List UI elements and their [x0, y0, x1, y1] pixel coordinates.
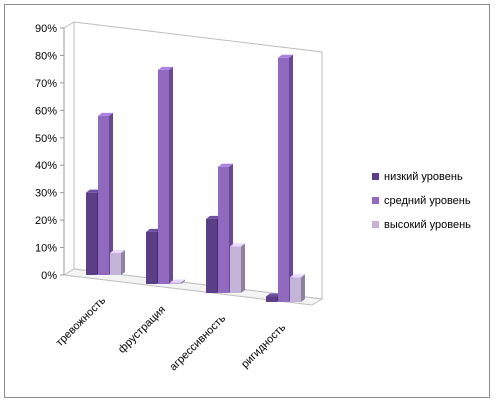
- y-tick-label: 40%: [35, 160, 57, 172]
- y-axis-depth-edge: [63, 21, 75, 29]
- legend-item: высокий уровень: [372, 219, 471, 231]
- legend-label: средний уровень: [384, 195, 471, 207]
- y-tick-label: 60%: [35, 105, 57, 117]
- y-tick-label: 70%: [35, 78, 57, 90]
- bar-3-3: [230, 243, 245, 293]
- bar-2-2: [158, 66, 173, 284]
- bar-4-3: [290, 274, 305, 302]
- bar-2-3: [170, 279, 185, 284]
- y-tick-label: 30%: [35, 188, 57, 200]
- legend-item: средний уровень: [372, 195, 471, 207]
- x-category-label: тревожность: [54, 294, 109, 349]
- y-tick-label: 80%: [35, 50, 57, 62]
- legend-label: высокий уровень: [384, 219, 471, 231]
- legend-label: низкий уровень: [384, 171, 463, 183]
- y-tick-label: 20%: [35, 215, 57, 227]
- legend-swatch: [372, 173, 379, 180]
- y-tick-label: 50%: [35, 133, 57, 145]
- x-category-label: агрессивность: [167, 312, 228, 373]
- legend-item: низкий уровень: [372, 171, 463, 183]
- y-tick-label: 10%: [35, 243, 57, 255]
- legend-swatch: [372, 197, 379, 204]
- chart-floor: [62, 268, 324, 306]
- x-category-label: фрустрация: [116, 304, 168, 356]
- legend-swatch: [372, 221, 379, 228]
- bar-4-2: [278, 54, 293, 302]
- x-category-label: ригидность: [239, 321, 288, 370]
- y-tick-label: 0%: [41, 270, 57, 282]
- bar-1-2: [98, 112, 113, 275]
- y-tick-label: 90%: [35, 23, 57, 35]
- bar-1-3: [110, 250, 125, 275]
